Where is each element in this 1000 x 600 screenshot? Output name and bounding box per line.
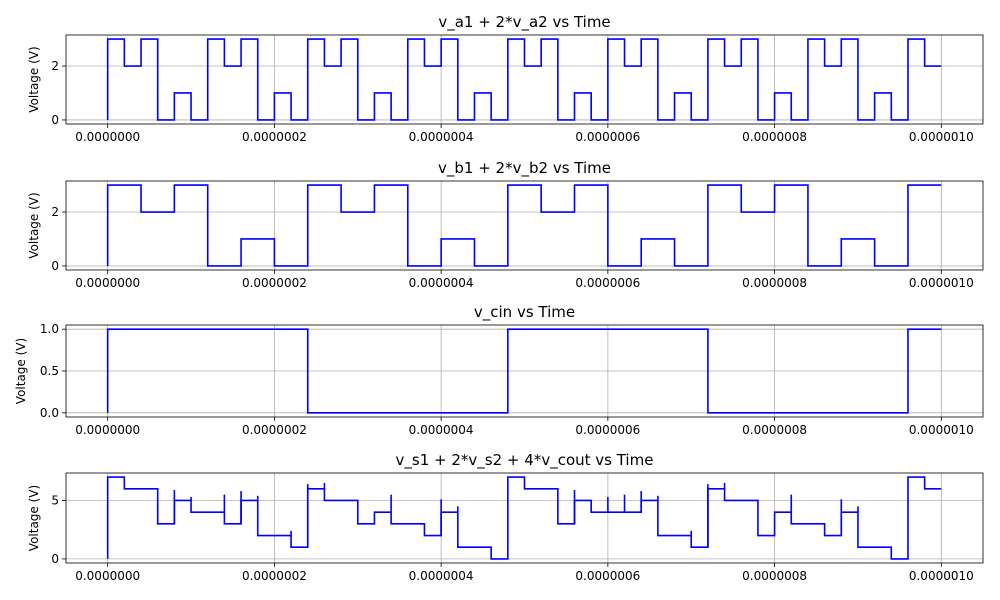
subplot-3: 0.0000000 0.0000002 0.0000004 0.0000006 0.00…	[14, 303, 984, 437]
subplot-2: 0.0000000 0.0000002 0.0000004 0.0000006 0.00…	[27, 159, 984, 290]
y-axis-label: Voltage (V)	[27, 46, 41, 112]
x-tick-label: 0.0000000	[75, 130, 140, 144]
x-tick-label: 0.0000002	[242, 130, 307, 144]
subplot-title: v_b1 + 2*v_b2 vs Time	[438, 159, 611, 178]
y-tick-label: 0	[51, 113, 59, 127]
y-axis-label: Voltage (V)	[14, 338, 28, 404]
y-tick-label: 0	[51, 552, 59, 566]
x-tick-label: 0.0000002	[242, 276, 307, 290]
y-tick-label: 1.0	[40, 322, 59, 336]
y-tick-label: 2	[51, 205, 59, 219]
series-line	[106, 476, 942, 560]
x-tick-label: 0.0000010	[909, 569, 974, 583]
series-line	[106, 38, 942, 121]
x-tick-label: 0.0000008	[742, 276, 807, 290]
subplot-title: v_a1 + 2*v_a2 vs Time	[438, 13, 610, 32]
y-tick-label: 0.0	[40, 406, 59, 420]
y-tick-label: 5	[51, 493, 59, 507]
x-tick-label: 0.0000000	[75, 276, 140, 290]
x-tick-label: 0.0000004	[409, 423, 474, 437]
x-tick-label: 0.0000006	[575, 423, 640, 437]
series-line	[106, 184, 942, 267]
x-tick-label: 0.0000000	[75, 569, 140, 583]
y-tick-label: 0	[51, 259, 59, 273]
subplot-1: 0.0000000 0.0000002 0.0000004 0.0000006 0.00…	[27, 13, 984, 144]
x-tick-label: 0.0000010	[909, 423, 974, 437]
x-tick-label: 0.0000004	[409, 569, 474, 583]
y-tick-label: 0.5	[40, 364, 59, 378]
subplot-title: v_cin vs Time	[474, 303, 575, 322]
subplot-4: 0.0000000 0.0000002 0.0000004 0.0000006 0.00…	[27, 451, 984, 583]
x-tick-label: 0.0000000	[75, 423, 140, 437]
x-tick-label: 0.0000008	[742, 130, 807, 144]
x-tick-label: 0.0000008	[742, 423, 807, 437]
x-tick-label: 0.0000010	[909, 130, 974, 144]
x-tick-label: 0.0000004	[409, 276, 474, 290]
y-axis-label: Voltage (V)	[27, 485, 41, 551]
axes-frame	[65, 180, 984, 271]
x-tick-label: 0.0000010	[909, 276, 974, 290]
x-tick-label: 0.0000008	[742, 569, 807, 583]
x-tick-label: 0.0000006	[575, 130, 640, 144]
series-line	[106, 328, 942, 414]
y-axis-label: Voltage (V)	[27, 192, 41, 258]
subplot-title: v_s1 + 2*v_s2 + 4*v_cout vs Time	[396, 451, 654, 470]
x-tick-label: 0.0000006	[575, 276, 640, 290]
x-tick-label: 0.0000006	[575, 569, 640, 583]
x-tick-label: 0.0000002	[242, 569, 307, 583]
axes-frame	[65, 34, 984, 125]
axes-frame	[65, 472, 984, 564]
x-tick-label: 0.0000002	[242, 423, 307, 437]
x-tick-label: 0.0000004	[409, 130, 474, 144]
y-tick-label: 2	[51, 59, 59, 73]
